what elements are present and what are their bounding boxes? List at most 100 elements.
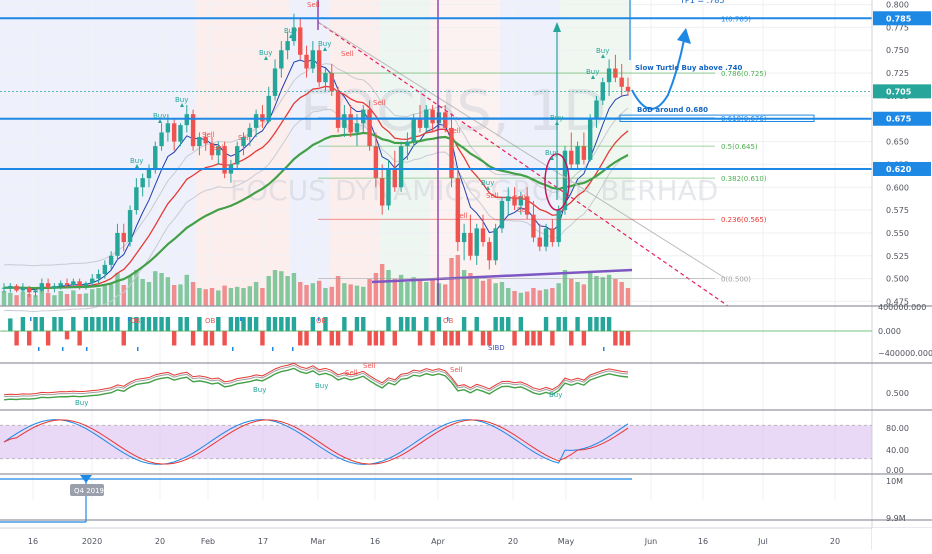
candle-body[interactable] bbox=[241, 137, 246, 147]
candle-body[interactable] bbox=[64, 283, 70, 285]
candle-body[interactable] bbox=[379, 178, 385, 206]
candle-body[interactable] bbox=[285, 41, 290, 51]
candle-body[interactable] bbox=[209, 143, 215, 156]
candle-body[interactable] bbox=[550, 228, 555, 243]
candle-body[interactable] bbox=[140, 178, 145, 188]
candle-body[interactable] bbox=[1, 287, 7, 289]
candle-body[interactable] bbox=[449, 127, 454, 179]
candle-body[interactable] bbox=[493, 228, 498, 261]
candle-body[interactable] bbox=[543, 228, 549, 247]
candle-body[interactable] bbox=[323, 73, 328, 83]
candle-body[interactable] bbox=[361, 109, 366, 124]
candle-body[interactable] bbox=[83, 283, 89, 286]
candle-body[interactable] bbox=[474, 228, 479, 256]
candle-body[interactable] bbox=[512, 196, 517, 206]
earnings-marker[interactable] bbox=[80, 475, 92, 483]
candle-body[interactable] bbox=[354, 123, 360, 133]
candle-body[interactable] bbox=[20, 287, 26, 291]
candle-body[interactable] bbox=[316, 50, 322, 83]
candle-body[interactable] bbox=[222, 146, 227, 174]
candle-body[interactable] bbox=[146, 168, 152, 179]
candle-body[interactable] bbox=[96, 274, 101, 279]
candle-body[interactable] bbox=[625, 86, 631, 92]
candle-body[interactable] bbox=[235, 146, 240, 165]
candle-body[interactable] bbox=[506, 196, 511, 201]
candle-body[interactable] bbox=[253, 114, 259, 128]
candle-body[interactable] bbox=[569, 150, 574, 165]
candle-body[interactable] bbox=[455, 178, 461, 243]
candle-body[interactable] bbox=[581, 146, 587, 160]
candle-body[interactable] bbox=[134, 187, 139, 211]
candle-body[interactable] bbox=[165, 123, 171, 133]
candle-body[interactable] bbox=[171, 123, 177, 142]
candle-body[interactable] bbox=[411, 118, 416, 142]
candle-body[interactable] bbox=[619, 77, 624, 87]
candle-body[interactable] bbox=[77, 281, 82, 286]
candle-body[interactable] bbox=[71, 281, 76, 285]
bod-zone-box[interactable] bbox=[619, 114, 815, 122]
candle-body[interactable] bbox=[386, 168, 391, 206]
candle-body[interactable] bbox=[178, 125, 183, 142]
oscillator-bar bbox=[556, 317, 561, 332]
candle-body[interactable] bbox=[531, 214, 536, 238]
candle-body[interactable] bbox=[480, 228, 486, 243]
candle-body[interactable] bbox=[108, 255, 114, 265]
candle-body[interactable] bbox=[524, 196, 530, 215]
candle-body[interactable] bbox=[8, 285, 13, 288]
candle-body[interactable] bbox=[461, 232, 467, 243]
candle-body[interactable] bbox=[335, 91, 341, 128]
candle-body[interactable] bbox=[247, 127, 253, 138]
candle-body[interactable] bbox=[562, 150, 568, 211]
candle-body[interactable] bbox=[575, 146, 580, 165]
candle-body[interactable] bbox=[115, 232, 120, 256]
candle-body[interactable] bbox=[45, 283, 51, 288]
candle-body[interactable] bbox=[14, 285, 19, 291]
candle-body[interactable] bbox=[266, 95, 271, 122]
candle-body[interactable] bbox=[556, 210, 561, 243]
candle-body[interactable] bbox=[405, 141, 410, 147]
candle-body[interactable] bbox=[487, 242, 492, 261]
candle-body[interactable] bbox=[443, 112, 448, 128]
candle-body[interactable] bbox=[310, 50, 316, 69]
candle-body[interactable] bbox=[197, 137, 202, 147]
candle-body[interactable] bbox=[367, 109, 372, 147]
candle-body[interactable] bbox=[342, 114, 347, 128]
candle-body[interactable] bbox=[468, 232, 473, 256]
candle-body[interactable] bbox=[606, 68, 612, 83]
candle-body[interactable] bbox=[33, 290, 38, 293]
candle-body[interactable] bbox=[121, 232, 126, 243]
candle-body[interactable] bbox=[153, 146, 158, 169]
candle-body[interactable] bbox=[587, 118, 593, 160]
candle-body[interactable] bbox=[291, 27, 297, 42]
candle-body[interactable] bbox=[499, 200, 505, 229]
candle-body[interactable] bbox=[430, 109, 435, 124]
candle-body[interactable] bbox=[329, 73, 334, 92]
candle-body[interactable] bbox=[190, 114, 196, 147]
candle-body[interactable] bbox=[272, 68, 278, 96]
candle-body[interactable] bbox=[127, 210, 133, 243]
candle-body[interactable] bbox=[594, 100, 599, 119]
candle-body[interactable] bbox=[417, 118, 423, 128]
candle-body[interactable] bbox=[27, 287, 32, 293]
candle-body[interactable] bbox=[279, 50, 284, 69]
candle-body[interactable] bbox=[102, 264, 108, 275]
candle-body[interactable] bbox=[304, 54, 309, 69]
candle-body[interactable] bbox=[90, 278, 95, 284]
candle-body[interactable] bbox=[159, 132, 164, 147]
candle-body[interactable] bbox=[39, 283, 45, 291]
candle-body[interactable] bbox=[518, 196, 524, 206]
candle-body[interactable] bbox=[537, 237, 542, 247]
candle-body[interactable] bbox=[216, 146, 221, 156]
candle-body[interactable] bbox=[298, 27, 303, 55]
oscillator-bar bbox=[159, 317, 164, 332]
candle-body[interactable] bbox=[600, 82, 605, 101]
candle-body[interactable] bbox=[348, 114, 353, 133]
candle-body[interactable] bbox=[58, 283, 63, 286]
candle-body[interactable] bbox=[373, 146, 379, 179]
candle-body[interactable] bbox=[203, 137, 208, 144]
candle-body[interactable] bbox=[398, 146, 404, 188]
candle-body[interactable] bbox=[52, 285, 57, 288]
earnings-badge[interactable] bbox=[70, 484, 104, 496]
